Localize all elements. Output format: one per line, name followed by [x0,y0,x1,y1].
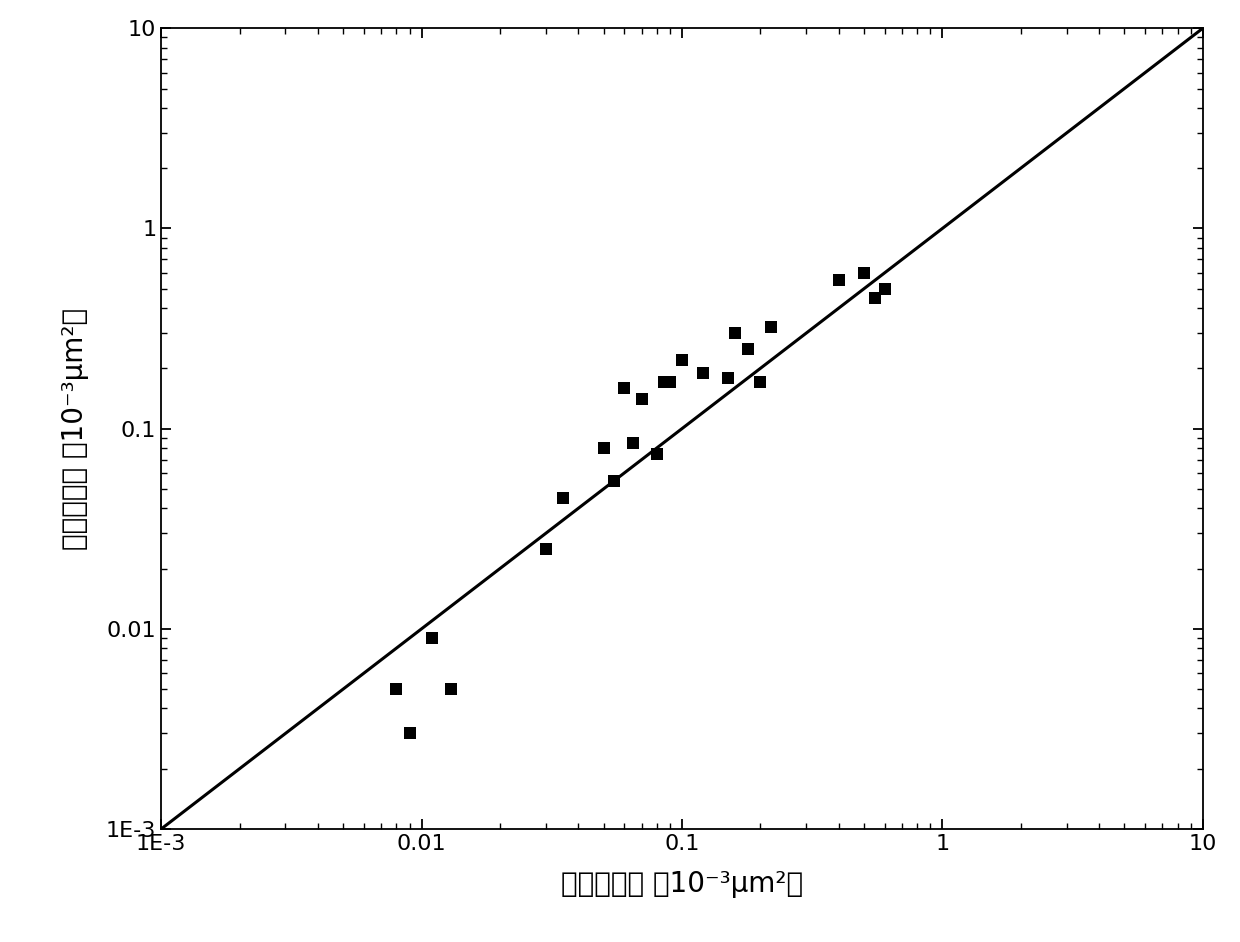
Point [553,491,573,506]
Point [854,266,874,281]
Point [614,381,634,396]
Point [874,281,894,296]
Point [631,392,651,407]
Point [653,375,673,390]
Point [693,365,713,381]
Point [739,341,759,356]
Point [399,726,419,741]
X-axis label: 测量渗透率 （10⁻³μm²）: 测量渗透率 （10⁻³μm²） [560,870,804,899]
Point [441,681,461,696]
Point [604,473,624,488]
Point [750,375,770,390]
Point [828,273,848,288]
Point [725,326,745,341]
Point [864,290,884,305]
Y-axis label: 计算渗透率 （10⁻³μm²）: 计算渗透率 （10⁻³μm²） [61,307,89,550]
Point [594,441,614,456]
Point [718,370,738,385]
Point [647,447,667,462]
Point [672,352,692,367]
Point [660,375,680,390]
Point [387,681,407,696]
Point [423,630,443,645]
Point [536,542,556,557]
Point [761,320,781,335]
Point [624,435,644,450]
